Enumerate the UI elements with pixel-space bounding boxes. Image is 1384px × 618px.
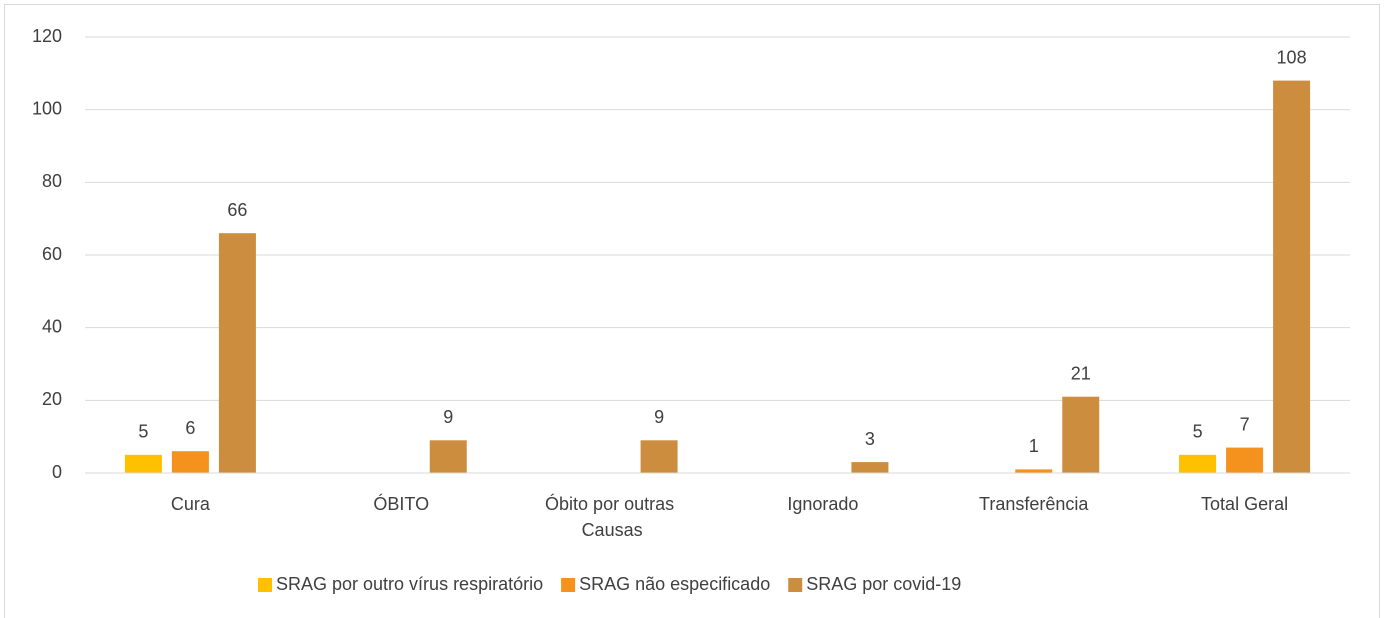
bar — [124, 454, 162, 473]
value-label: 6 — [185, 418, 195, 438]
bar — [1062, 396, 1100, 473]
x-tick-label: Óbito por outras Causas — [545, 493, 679, 540]
x-tick-label: Transferência — [979, 494, 1089, 514]
y-tick-label: 80 — [42, 171, 62, 191]
bar — [429, 440, 467, 473]
value-label: 1 — [1029, 436, 1039, 456]
y-tick-label: 100 — [32, 98, 62, 118]
bar — [1273, 80, 1311, 473]
bar — [218, 233, 256, 473]
y-tick-label: 0 — [52, 462, 62, 482]
value-label: 5 — [138, 422, 148, 442]
bar — [171, 451, 209, 473]
value-label: 9 — [443, 407, 453, 427]
y-tick-label: 20 — [42, 389, 62, 409]
bar — [1179, 454, 1217, 473]
y-tick-label: 60 — [42, 244, 62, 264]
bar — [1015, 469, 1053, 473]
value-label: 3 — [865, 429, 875, 449]
x-tick-label: Ignorado — [787, 494, 858, 514]
bar — [1226, 447, 1264, 473]
legend-swatch — [788, 578, 803, 592]
value-label: 66 — [227, 200, 247, 220]
bar — [851, 462, 889, 473]
x-tick-label: ÓBITO — [373, 493, 429, 514]
legend-swatch — [258, 578, 272, 592]
x-tick-label: Cura — [171, 494, 211, 514]
y-tick-label: 40 — [42, 316, 62, 336]
x-tick-label: Total Geral — [1201, 494, 1288, 514]
legend-swatch — [561, 578, 576, 592]
legend-label: SRAG não especificado — [579, 574, 770, 594]
value-label: 5 — [1193, 422, 1203, 442]
legend-label: SRAG por covid-19 — [806, 574, 961, 594]
legend-label: SRAG por outro vírus respiratório — [276, 574, 543, 594]
chart-border — [4, 4, 1380, 618]
value-label: 9 — [654, 407, 664, 427]
y-tick-label: 120 — [32, 26, 62, 46]
value-label: 21 — [1071, 363, 1091, 383]
value-label: 7 — [1240, 414, 1250, 434]
value-label: 108 — [1277, 47, 1307, 67]
bar — [640, 440, 678, 473]
